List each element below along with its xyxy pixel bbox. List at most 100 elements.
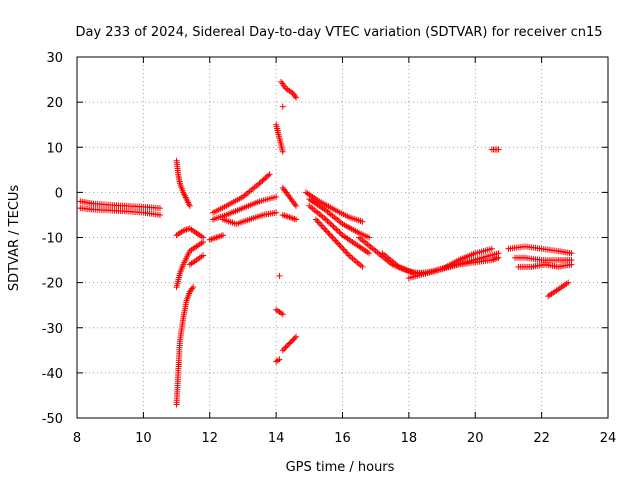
data-point <box>315 219 322 226</box>
data-point <box>359 218 366 225</box>
data-point <box>321 225 328 232</box>
axes <box>76 56 609 419</box>
chart-title: Day 233 of 2024, Sidereal Day-to-day VTE… <box>75 25 602 40</box>
data-point <box>495 146 502 153</box>
data-point <box>334 227 341 234</box>
series-arc-point-2065 <box>488 146 502 153</box>
data-point <box>327 220 334 227</box>
data-point <box>339 245 346 252</box>
series-arc-morning-band-b <box>77 205 163 218</box>
grid-lines <box>77 57 608 418</box>
data-point <box>276 272 283 279</box>
series-arc-high-1410 <box>273 121 286 155</box>
data-point <box>260 176 267 183</box>
data-point <box>287 339 294 346</box>
y-tick-label: -20 <box>42 277 63 292</box>
data-point <box>156 205 163 212</box>
data-points <box>77 78 575 408</box>
data-point <box>335 240 342 247</box>
x-tick-label: 22 <box>533 431 550 446</box>
y-tick-label: 0 <box>55 186 63 201</box>
series-arc-descent-d <box>312 216 366 270</box>
data-point <box>328 232 335 239</box>
data-point <box>366 234 373 241</box>
series-arc-low-1130 <box>173 225 207 241</box>
y-tick-label: 10 <box>46 141 63 156</box>
data-point <box>314 217 321 224</box>
series-arc-1415-flat <box>279 211 300 223</box>
series-arc-descent-c <box>306 202 373 257</box>
data-point <box>293 216 300 223</box>
data-point <box>319 223 326 230</box>
data-point <box>336 229 343 236</box>
data-point <box>156 211 163 218</box>
data-point <box>317 220 324 227</box>
data-point <box>336 242 343 249</box>
x-tick-label: 16 <box>334 431 351 446</box>
data-point <box>285 341 292 348</box>
data-point <box>325 229 332 236</box>
y-tick-label: -40 <box>42 367 63 382</box>
data-point <box>568 250 575 257</box>
data-point <box>279 311 286 318</box>
series-arc-1410-minus37 <box>273 356 283 365</box>
series-arc-fall-from-peak <box>173 157 193 209</box>
data-point <box>333 226 340 233</box>
data-point <box>324 217 331 224</box>
data-point <box>286 340 293 347</box>
series-arc-1415-fall <box>279 184 300 209</box>
data-point <box>289 337 296 344</box>
data-point <box>266 171 273 178</box>
data-point <box>337 243 344 250</box>
data-point <box>324 228 331 235</box>
series-arc-high-1415 <box>278 78 300 101</box>
series-arc-morning-band-a <box>77 198 163 212</box>
data-point <box>263 173 270 180</box>
data-point <box>293 94 300 101</box>
data-point <box>565 279 572 286</box>
data-point <box>322 226 329 233</box>
data-point <box>495 254 502 261</box>
x-tick-label: 10 <box>135 431 152 446</box>
series-arc-mid-band <box>210 193 280 223</box>
data-point <box>273 209 280 216</box>
data-point <box>359 263 366 270</box>
data-point <box>279 347 286 354</box>
data-point <box>220 232 227 239</box>
series-arc-short-low <box>206 232 227 243</box>
x-tick-labels: 8 10 12 14 16 18 20 22 24 <box>73 431 616 446</box>
x-tick-label: 14 <box>268 431 285 446</box>
series-arc-late-c <box>515 261 575 270</box>
y-tick-label: -30 <box>42 322 63 337</box>
series-arc-1420-rise <box>279 333 300 354</box>
y-tick-label: -50 <box>42 412 63 427</box>
data-point <box>200 234 207 241</box>
series-arc-point-1420 <box>279 103 286 110</box>
data-point <box>332 237 339 244</box>
data-point <box>366 250 373 257</box>
series-arc-late-rise <box>545 279 572 300</box>
data-point <box>329 234 336 241</box>
series-arc-steep-rise <box>173 284 197 408</box>
data-point <box>281 345 288 352</box>
data-point <box>283 343 290 350</box>
data-point <box>326 231 333 238</box>
data-point <box>279 103 286 110</box>
data-point <box>330 223 337 230</box>
data-point <box>259 177 266 184</box>
data-point <box>273 193 280 200</box>
x-tick-label: 20 <box>467 431 484 446</box>
y-tick-label: -10 <box>42 232 63 247</box>
data-point <box>279 148 286 155</box>
x-tick-label: 24 <box>600 431 617 446</box>
data-point <box>343 249 350 256</box>
series-arc-late-b <box>512 254 575 264</box>
y-tick-label: 30 <box>46 51 63 66</box>
x-axis-label: GPS time / hours <box>286 460 395 475</box>
series-arc-1410-minus26 <box>273 306 286 318</box>
data-point <box>568 261 575 268</box>
x-tick-label: 18 <box>401 431 418 446</box>
y-tick-labels: -50 -40 -30 -20 -10 0 10 20 30 <box>42 51 63 427</box>
data-point <box>328 222 335 229</box>
data-point <box>344 251 351 258</box>
